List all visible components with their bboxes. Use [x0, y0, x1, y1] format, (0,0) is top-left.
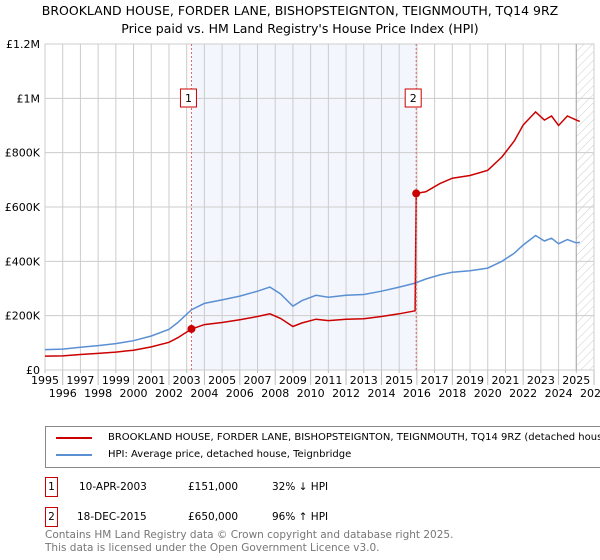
x-tick-label: 2004 — [190, 387, 218, 400]
x-tick-label: 2008 — [261, 387, 289, 400]
legend: BROOKLAND HOUSE, FORDER LANE, BISHOPSTEI… — [45, 426, 600, 468]
x-tick-label: 2016 — [403, 387, 431, 400]
footer-line: Contains HM Land Registry data © Crown c… — [45, 529, 454, 541]
x-tick-label: 2014 — [367, 387, 395, 400]
sale-label: 2 — [410, 92, 417, 105]
footer-line: This data is licensed under the Open Gov… — [45, 542, 380, 554]
sale-point — [187, 324, 196, 333]
x-tick-label: 2006 — [226, 387, 254, 400]
x-tick-label: 2003 — [173, 374, 201, 387]
sale-marker-label: 1 — [45, 477, 58, 497]
x-tick-label: 2011 — [314, 374, 342, 387]
sale-hpi-diff: 96% ↑ HPI — [272, 511, 329, 523]
sale-date: 10-APR-2003 — [79, 481, 147, 493]
x-tick-label: 1998 — [84, 387, 112, 400]
x-tick-label: 2017 — [421, 374, 449, 387]
legend-item-property: BROOKLAND HOUSE, FORDER LANE, BISHOPSTEI… — [56, 432, 600, 443]
y-tick-label: £1M — [17, 92, 41, 105]
x-tick-label: 2012 — [332, 387, 360, 400]
hpi-line — [44, 234, 580, 351]
sale-label-box — [179, 88, 197, 108]
x-tick-label: 2002 — [155, 387, 183, 400]
legend-item-hpi: HPI: Average price, detached house, Teig… — [56, 449, 351, 460]
x-tick-label: 1996 — [49, 387, 77, 400]
chart-title: BROOKLAND HOUSE, FORDER LANE, BISHOPSTEI… — [41, 3, 559, 18]
footer: Contains HM Land Registry data © Crown c… — [45, 529, 453, 555]
x-tick-label: 2023 — [527, 374, 555, 387]
sale-point — [412, 189, 421, 198]
x-tick-label: 2009 — [279, 374, 307, 387]
x-tick-label: 2022 — [509, 387, 537, 400]
x-tick-label: 2019 — [456, 374, 484, 387]
y-tick-label: £600K — [5, 201, 41, 214]
x-tick-label: 2007 — [244, 374, 272, 387]
x-tick-label: 2000 — [120, 387, 148, 400]
sale-price: £650,000 — [188, 511, 239, 523]
x-tick-label: 2018 — [438, 387, 466, 400]
sale-marker-label: 2 — [45, 507, 58, 527]
price-chart: 1 219951996199719981999200020012002200320… — [5, 38, 600, 400]
sale-hpi-diff: 32% ↓ HPI — [272, 481, 329, 493]
x-tick-label: 2021 — [491, 374, 519, 387]
legend-label: HPI: Average price, detached house, Teig… — [108, 449, 352, 460]
x-tick-label: 2026 — [580, 387, 600, 400]
x-tick-label: 2001 — [137, 374, 165, 387]
sale-label: 1 — [185, 92, 192, 105]
x-tick-label: 1995 — [31, 374, 59, 387]
y-tick-label: £200K — [5, 310, 41, 323]
x-tick-label: 2015 — [385, 374, 413, 387]
x-tick-label: 2024 — [545, 387, 573, 400]
x-tick-label: 2025 — [562, 374, 590, 387]
x-tick-label: 2005 — [208, 374, 236, 387]
sale-date: 18-DEC-2015 — [77, 511, 147, 523]
y-tick-label: £0 — [26, 364, 40, 377]
y-tick-label: £1.2M — [6, 38, 40, 51]
x-tick-label: 2010 — [297, 387, 325, 400]
x-tick-label: 1999 — [102, 374, 130, 387]
x-tick-label: 2013 — [350, 374, 378, 387]
x-tick-label: 1997 — [66, 374, 94, 387]
chart-subtitle: Price paid vs. HM Land Registry's House … — [121, 21, 479, 36]
sale-label-box — [404, 88, 422, 108]
legend-swatch-red — [56, 436, 92, 439]
property-price-line — [44, 110, 581, 357]
sale-price: £151,000 — [188, 481, 239, 493]
y-tick-label: £400K — [5, 255, 41, 268]
x-tick-label: 2020 — [474, 387, 502, 400]
plot-border — [44, 43, 595, 371]
legend-label: BROOKLAND HOUSE, FORDER LANE, BISHOPSTEI… — [108, 432, 600, 443]
legend-swatch-blue — [56, 453, 92, 456]
y-tick-label: £800K — [5, 147, 41, 160]
